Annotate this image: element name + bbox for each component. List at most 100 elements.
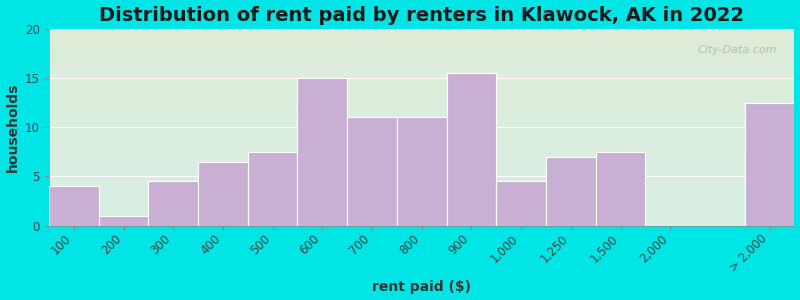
Bar	[49, 182, 794, 184]
Bar	[49, 31, 794, 33]
Bar	[49, 198, 794, 200]
Bar	[49, 37, 794, 39]
Bar	[49, 204, 794, 206]
Bar	[49, 88, 794, 90]
Bar	[49, 86, 794, 88]
Bar	[745, 103, 794, 226]
Bar	[49, 96, 794, 98]
Bar	[49, 102, 794, 103]
Bar	[49, 133, 794, 135]
Bar	[49, 143, 794, 145]
Bar	[49, 62, 794, 64]
Bar	[49, 121, 794, 123]
Bar	[49, 160, 794, 163]
X-axis label: rent paid ($): rent paid ($)	[372, 280, 471, 294]
Y-axis label: households: households	[6, 82, 19, 172]
Bar	[49, 155, 794, 157]
Bar	[49, 129, 794, 131]
Bar	[49, 208, 794, 210]
Bar	[49, 106, 794, 107]
Bar	[49, 103, 794, 106]
Bar	[49, 117, 794, 119]
Bar	[49, 135, 794, 137]
Bar	[49, 214, 794, 216]
Bar	[198, 162, 248, 226]
Bar	[49, 72, 794, 74]
Bar	[49, 74, 794, 76]
Bar	[596, 152, 646, 226]
Bar	[49, 112, 794, 113]
Bar	[49, 64, 794, 66]
Bar	[49, 100, 794, 102]
Bar	[49, 149, 794, 151]
Bar	[149, 181, 198, 226]
Bar	[49, 110, 794, 112]
Bar	[49, 94, 794, 96]
Bar	[49, 190, 794, 192]
Bar	[496, 181, 546, 226]
Bar	[49, 147, 794, 149]
Bar	[49, 60, 794, 62]
Bar	[49, 90, 794, 92]
Bar	[49, 107, 794, 110]
Bar	[347, 117, 397, 226]
Bar	[49, 49, 794, 50]
Bar	[49, 39, 794, 41]
Bar	[49, 123, 794, 125]
Bar	[446, 73, 496, 226]
Bar	[49, 172, 794, 174]
Bar	[49, 202, 794, 204]
Bar	[49, 196, 794, 198]
Bar	[49, 167, 794, 169]
Bar	[49, 186, 98, 226]
Bar	[49, 206, 794, 208]
Bar	[49, 220, 794, 222]
Bar	[49, 137, 794, 139]
Bar	[49, 66, 794, 68]
Bar	[49, 76, 794, 78]
Bar	[49, 116, 794, 117]
Bar	[49, 68, 794, 70]
Bar	[49, 151, 794, 153]
Bar	[248, 152, 298, 226]
Bar	[49, 188, 794, 190]
Bar	[49, 33, 794, 35]
Bar	[49, 163, 794, 165]
Bar	[49, 52, 794, 55]
Bar	[49, 139, 794, 141]
Bar	[49, 194, 794, 196]
Bar	[49, 56, 794, 58]
Bar	[49, 212, 794, 214]
Bar	[49, 46, 794, 49]
Bar	[49, 186, 794, 188]
Bar	[49, 210, 794, 212]
Bar	[49, 180, 794, 182]
Bar	[49, 98, 794, 100]
Bar	[49, 218, 794, 220]
Bar	[49, 80, 794, 82]
Bar	[49, 119, 794, 121]
Bar	[49, 50, 794, 52]
Bar	[49, 45, 794, 46]
Bar	[98, 216, 149, 226]
Bar	[49, 157, 794, 159]
Bar	[49, 159, 794, 161]
Bar	[49, 222, 794, 224]
Bar	[49, 78, 794, 80]
Bar	[49, 113, 794, 116]
Bar	[546, 157, 596, 226]
Bar	[49, 224, 794, 226]
Bar	[49, 145, 794, 147]
Bar	[49, 35, 794, 37]
Bar	[49, 165, 794, 167]
Bar	[49, 176, 794, 178]
Bar	[49, 184, 794, 186]
Bar	[49, 200, 794, 202]
Bar	[49, 29, 794, 31]
Bar	[49, 141, 794, 143]
Bar	[49, 127, 794, 129]
Bar	[49, 43, 794, 45]
Bar	[49, 178, 794, 180]
Bar	[49, 153, 794, 155]
Bar	[49, 55, 794, 56]
